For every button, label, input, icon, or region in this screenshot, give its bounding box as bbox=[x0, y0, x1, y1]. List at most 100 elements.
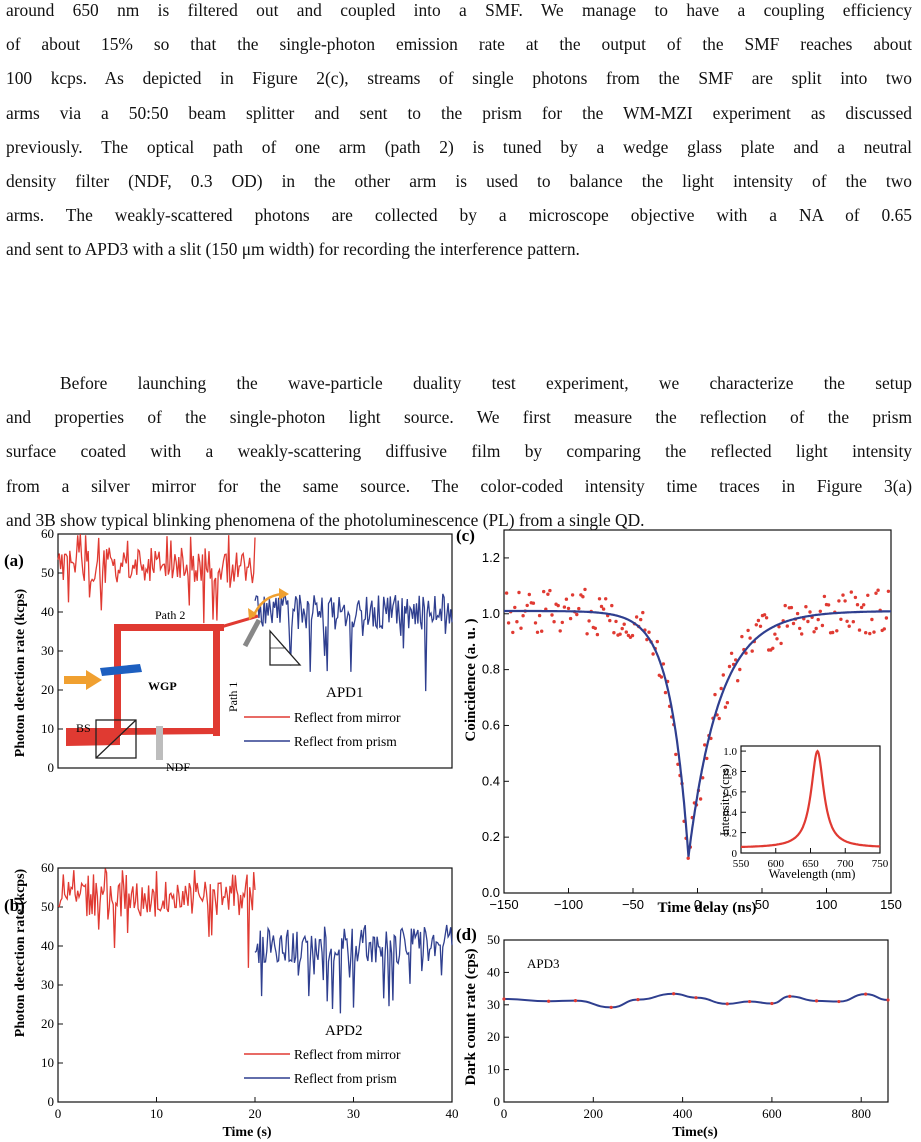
data-point bbox=[641, 610, 645, 615]
data-point bbox=[798, 626, 802, 631]
y-tick-label: 60 bbox=[41, 526, 54, 541]
x-tick-label: 400 bbox=[673, 1106, 693, 1121]
data-point bbox=[506, 621, 511, 625]
beam-path2-top bbox=[114, 624, 224, 631]
data-point bbox=[740, 634, 744, 639]
data-point bbox=[758, 624, 763, 628]
x-tick-label: 150 bbox=[880, 897, 902, 912]
data-point bbox=[872, 630, 876, 634]
data-point bbox=[577, 606, 581, 611]
legend-b-prism: Reflect from prism bbox=[294, 1071, 397, 1086]
panel-a-letter: (a) bbox=[4, 551, 24, 570]
y-tick-label: 1.0 bbox=[723, 746, 737, 758]
data-point bbox=[847, 624, 851, 628]
x-tick-label: 40 bbox=[446, 1106, 459, 1121]
paragraph-1-line: 100 kcps. As depicted in Figure 2(c), st… bbox=[6, 68, 912, 89]
paragraph-1-line: and sent to APD3 with a slit (150 μm wid… bbox=[6, 239, 580, 260]
x-tick-label: 800 bbox=[851, 1106, 871, 1121]
data-point bbox=[783, 603, 787, 608]
panel-b-detector: APD2 bbox=[325, 1023, 363, 1039]
data-point bbox=[645, 637, 649, 642]
data-point bbox=[750, 649, 754, 653]
dark-count-line bbox=[503, 992, 889, 1009]
paragraph-1-line: arms via a 50:50 beam splitter and sent … bbox=[6, 102, 912, 123]
data-point bbox=[837, 599, 841, 603]
y-tick-label: 0.0 bbox=[482, 885, 500, 900]
panel-d: 0 10 20 30 40 50 0 200 400 600 800 (d) Dark count … bbox=[456, 925, 890, 1140]
data-point bbox=[609, 1005, 613, 1009]
inset-xlabel: Wavelength (nm) bbox=[769, 867, 856, 881]
series-mirror-line bbox=[57, 534, 256, 624]
x-tick-label: 650 bbox=[802, 858, 819, 870]
data-point bbox=[552, 620, 556, 624]
panel-b-xlabel: Time (s) bbox=[222, 1125, 271, 1140]
data-point bbox=[624, 630, 628, 634]
data-point bbox=[738, 667, 742, 672]
data-point bbox=[725, 701, 730, 705]
y-tick-label: 0.2 bbox=[723, 828, 737, 840]
x-tick-label: 0 bbox=[55, 1106, 62, 1121]
data-point bbox=[820, 623, 825, 628]
x-tick-label: 550 bbox=[733, 858, 750, 870]
data-point bbox=[884, 616, 889, 620]
panel-c-letter: (c) bbox=[456, 526, 475, 545]
data-point bbox=[725, 1002, 729, 1006]
panel-d-ylabel: Dark count rate (cps) bbox=[463, 948, 479, 1085]
x-tick-label: −50 bbox=[622, 897, 644, 912]
data-point bbox=[655, 639, 659, 644]
data-point bbox=[521, 614, 525, 618]
data-point bbox=[835, 629, 839, 633]
data-point bbox=[527, 592, 531, 597]
data-point bbox=[845, 619, 849, 623]
y-tick-label: 0 bbox=[494, 1094, 501, 1109]
data-point bbox=[788, 994, 792, 998]
data-point bbox=[634, 615, 639, 619]
data-point bbox=[746, 628, 750, 633]
panel-d-letter: (d) bbox=[456, 925, 477, 944]
data-point bbox=[562, 605, 567, 609]
data-point bbox=[882, 627, 886, 631]
data-point bbox=[857, 628, 862, 632]
data-point bbox=[581, 595, 585, 599]
data-point bbox=[864, 992, 868, 996]
beam-main bbox=[66, 728, 220, 746]
data-point bbox=[775, 637, 779, 641]
data-point bbox=[839, 617, 843, 621]
data-point bbox=[866, 593, 870, 597]
paragraph-1-line: previously. The optical path of one arm … bbox=[6, 136, 912, 157]
data-point bbox=[736, 679, 740, 683]
legend-a-prism: Reflect from prism bbox=[294, 734, 397, 749]
data-point bbox=[502, 997, 506, 1001]
data-point bbox=[785, 624, 789, 628]
series-prism-line bbox=[254, 593, 453, 692]
data-point bbox=[566, 606, 571, 611]
label-bs: BS bbox=[76, 721, 91, 735]
panel-c: 0.0 0.2 0.4 0.6 0.8 1.0 1.2 −150 −100 −50 0 50 100 15… bbox=[456, 526, 902, 916]
data-point bbox=[791, 621, 796, 626]
data-point bbox=[663, 690, 668, 695]
data-point bbox=[550, 613, 554, 617]
input-arrow bbox=[64, 676, 88, 684]
x-tick-label: 0 bbox=[694, 897, 701, 912]
panel-b: 0 10 20 30 40 50 60 0 10 20 30 40 (b) Photon detect… bbox=[4, 860, 459, 1140]
series-prism-line bbox=[254, 924, 453, 1014]
paragraph-2: Before launching the wave-particle duali… bbox=[6, 366, 912, 537]
x-tick-label: 600 bbox=[768, 858, 785, 870]
wedge-glass-plate bbox=[100, 664, 142, 676]
data-point bbox=[886, 589, 891, 593]
x-tick-label: 100 bbox=[816, 897, 838, 912]
data-point bbox=[876, 588, 880, 592]
panel-b-letter: (b) bbox=[4, 896, 25, 915]
data-point bbox=[721, 673, 725, 677]
fit-curve bbox=[504, 609, 891, 857]
setup-diagram: Path 2 Path 1 WGP BS NDF bbox=[64, 588, 302, 774]
label-path1: Path 1 bbox=[226, 682, 240, 712]
data-point bbox=[837, 999, 841, 1004]
x-tick-label: 50 bbox=[755, 897, 769, 912]
data-point bbox=[597, 597, 602, 601]
data-point bbox=[804, 605, 808, 609]
data-point bbox=[705, 756, 709, 761]
data-point bbox=[744, 651, 748, 655]
data-point bbox=[674, 752, 678, 757]
y-tick-label: 0.4 bbox=[723, 807, 737, 819]
